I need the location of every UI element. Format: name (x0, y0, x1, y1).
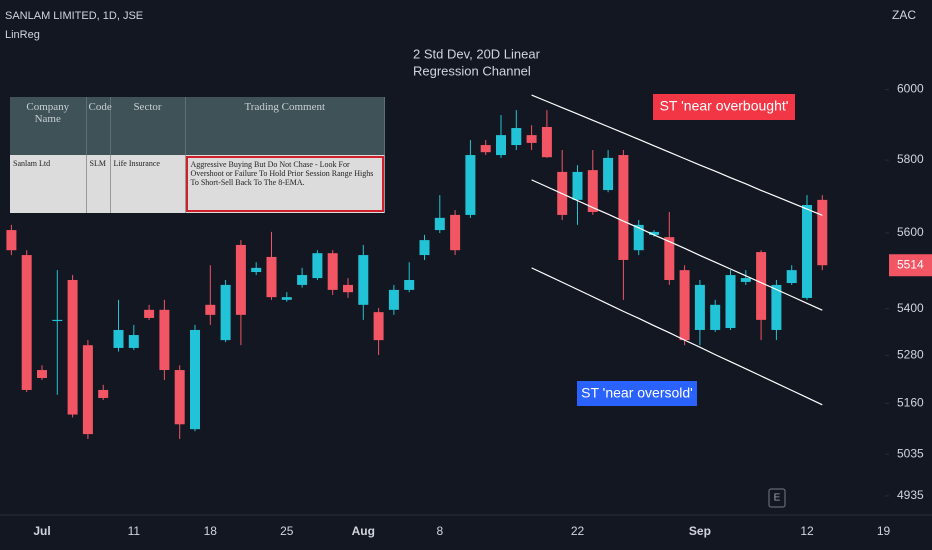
candle-body (572, 171, 583, 200)
y-tick-label: 5160 (897, 395, 924, 409)
x-tick-label: Sep (689, 524, 711, 538)
candle-body (419, 240, 430, 256)
x-tick-label: 22 (571, 524, 585, 538)
events-icon[interactable] (768, 488, 786, 508)
candle-body (159, 309, 170, 371)
symbol-title: SANLAM LIMITED, 1D, JSE (5, 10, 143, 22)
candle-body (373, 312, 384, 341)
candle-body (725, 275, 736, 329)
channel-note: 2 Std Dev, 20D Linear (413, 46, 541, 61)
candle-body (37, 370, 47, 378)
column-header: Trading Comment (185, 97, 385, 155)
candle-body (82, 345, 93, 435)
x-tick-label: Jul (33, 524, 50, 538)
x-tick-label: Aug (352, 524, 375, 538)
candle-body (266, 256, 277, 298)
oversold-box (577, 381, 697, 406)
candle-body (694, 284, 705, 330)
table-cell: Life Insurance (110, 155, 186, 213)
candle-body (526, 135, 537, 143)
oversold-note: ST 'near oversold' (581, 385, 693, 401)
last-price-label: 5514 (897, 257, 924, 271)
candle-body (358, 255, 369, 305)
candle-body (603, 157, 614, 191)
channel-note: Regression Channel (413, 63, 531, 78)
channel-line (531, 267, 823, 406)
column-header: Sector (110, 97, 186, 155)
candle-body (786, 270, 797, 284)
candle-body (633, 224, 644, 251)
currency-label: ZAC (892, 8, 916, 22)
candle-body (541, 126, 552, 158)
candle-body (21, 255, 32, 390)
x-tick-label: 19 (877, 524, 891, 538)
candle-body (251, 267, 262, 273)
table-cell: SLM (86, 155, 111, 213)
channel-line (531, 179, 823, 311)
candle-body (496, 135, 506, 156)
candle-body (618, 155, 629, 260)
y-tick-label: 6000 (897, 82, 924, 96)
candle-body (587, 170, 598, 212)
comment-table: Company Name Code Sector Trading Comment Sa… (10, 97, 385, 213)
candle-body (144, 309, 155, 318)
candle-body (235, 244, 246, 315)
candle-body (771, 284, 782, 330)
candle-body (98, 389, 109, 398)
candle-body (67, 279, 78, 415)
candle-body (679, 270, 690, 341)
candle-body (802, 205, 812, 298)
candle-body (281, 297, 292, 300)
candle-body (664, 237, 675, 280)
indicator-label: LinReg (5, 29, 40, 41)
candle-body (740, 278, 751, 282)
x-tick-label: 25 (280, 524, 294, 538)
candle-body (480, 145, 491, 153)
candle-body (450, 214, 461, 251)
x-tick-label: 18 (204, 524, 218, 538)
candle-body (297, 275, 308, 285)
candle-body (511, 128, 522, 146)
candle-body (52, 319, 63, 322)
y-tick-label: 5800 (897, 152, 924, 166)
y-tick-label: 5600 (897, 225, 924, 239)
table-cell: Sanlam Ltd (10, 155, 87, 213)
y-tick-label: 5400 (897, 301, 924, 315)
channel-line (531, 94, 823, 216)
candle-body (465, 155, 476, 215)
y-tick-label: 5035 (897, 446, 924, 460)
overbought-note: ST 'near overbought' (660, 98, 789, 114)
y-tick-label: 4935 (897, 488, 924, 502)
candle-body (817, 199, 828, 266)
candle-body (756, 252, 767, 320)
x-tick-label: 12 (800, 524, 814, 538)
candle-body (205, 304, 216, 315)
x-tick-label: 8 (436, 524, 443, 538)
y-tick-label: 5280 (897, 348, 924, 362)
x-tick-label: 11 (128, 524, 141, 538)
candle-body (128, 335, 139, 348)
candle-body (434, 217, 445, 231)
candle-body (388, 289, 399, 310)
candle-body (174, 370, 185, 425)
candle-body (649, 231, 659, 235)
candle-body (190, 329, 200, 430)
table-cell: Aggressive Buying But Do Not Chase - Loo… (185, 155, 385, 213)
column-header: Code (86, 97, 112, 155)
events-icon-label[interactable]: E (774, 493, 781, 504)
candle-body (113, 329, 124, 348)
candle-body (343, 284, 353, 293)
column-header: Company Name (10, 97, 87, 155)
candle-body (220, 284, 231, 341)
candle-body (404, 279, 415, 290)
last-price-box (889, 254, 932, 277)
candle-body (327, 253, 338, 290)
candle-body (312, 253, 323, 279)
candle-body (6, 230, 17, 251)
overbought-box (653, 94, 795, 120)
candle-body (710, 304, 721, 330)
